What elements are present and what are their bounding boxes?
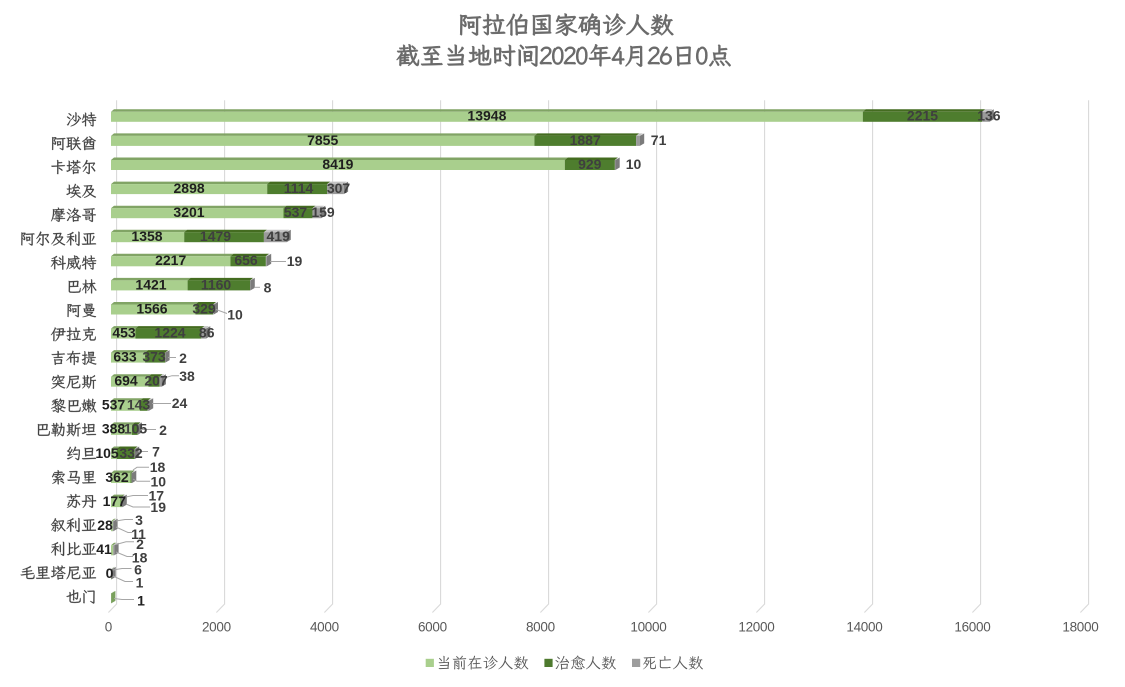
- svg-text:16000: 16000: [954, 620, 990, 635]
- svg-text:2: 2: [159, 422, 167, 438]
- svg-text:24: 24: [172, 395, 188, 411]
- svg-text:3: 3: [135, 512, 143, 528]
- svg-text:41: 41: [96, 541, 112, 557]
- svg-text:10: 10: [626, 156, 642, 172]
- svg-text:1: 1: [137, 592, 145, 608]
- svg-text:18: 18: [150, 459, 166, 475]
- svg-text:10000: 10000: [630, 620, 666, 635]
- svg-text:207: 207: [144, 373, 168, 389]
- svg-text:1479: 1479: [200, 228, 231, 244]
- svg-text:1887: 1887: [570, 132, 601, 148]
- svg-text:8000: 8000: [526, 620, 555, 635]
- svg-text:633: 633: [113, 349, 137, 365]
- svg-text:159: 159: [311, 204, 335, 220]
- svg-text:1114: 1114: [284, 180, 314, 196]
- svg-text:105: 105: [124, 421, 148, 437]
- svg-text:2215: 2215: [907, 108, 938, 124]
- svg-text:136: 136: [977, 108, 1001, 124]
- svg-text:10: 10: [151, 473, 167, 489]
- svg-text:2217: 2217: [155, 252, 186, 268]
- svg-text:329: 329: [192, 300, 216, 316]
- svg-text:105: 105: [95, 445, 119, 461]
- svg-text:332: 332: [119, 445, 143, 461]
- svg-text:19: 19: [287, 253, 303, 269]
- svg-text:2000: 2000: [202, 620, 231, 635]
- svg-text:143: 143: [127, 397, 151, 413]
- svg-text:0: 0: [106, 565, 114, 581]
- svg-text:13948: 13948: [467, 108, 506, 124]
- svg-text:71: 71: [651, 132, 667, 148]
- svg-text:1224: 1224: [154, 324, 185, 340]
- svg-text:1: 1: [136, 575, 144, 591]
- svg-text:453: 453: [112, 324, 136, 340]
- svg-text:694: 694: [114, 373, 138, 389]
- svg-text:18000: 18000: [1062, 620, 1098, 635]
- svg-text:2: 2: [179, 350, 187, 366]
- svg-text:6: 6: [134, 561, 142, 577]
- svg-text:373: 373: [142, 349, 166, 365]
- svg-text:307: 307: [327, 180, 351, 196]
- svg-text:17: 17: [149, 488, 165, 504]
- svg-text:1160: 1160: [201, 276, 232, 292]
- svg-text:4000: 4000: [310, 620, 339, 635]
- svg-text:14000: 14000: [846, 620, 882, 635]
- svg-text:3201: 3201: [173, 204, 204, 220]
- svg-text:2898: 2898: [174, 180, 205, 196]
- svg-text:537: 537: [102, 397, 126, 413]
- svg-text:1421: 1421: [135, 276, 166, 292]
- svg-text:18: 18: [132, 550, 148, 566]
- svg-text:0: 0: [105, 620, 112, 635]
- svg-text:1358: 1358: [131, 228, 162, 244]
- svg-text:177: 177: [103, 493, 127, 509]
- svg-text:388: 388: [102, 421, 126, 437]
- svg-text:8419: 8419: [322, 156, 353, 172]
- svg-text:537: 537: [284, 204, 308, 220]
- svg-text:10: 10: [227, 307, 243, 323]
- svg-text:19: 19: [150, 499, 166, 515]
- svg-text:1566: 1566: [136, 300, 167, 316]
- svg-text:419: 419: [267, 228, 291, 244]
- svg-text:6000: 6000: [418, 620, 447, 635]
- svg-text:8: 8: [264, 279, 272, 295]
- svg-text:929: 929: [578, 156, 602, 172]
- svg-text:7855: 7855: [307, 132, 338, 148]
- svg-text:362: 362: [105, 469, 129, 485]
- svg-text:7: 7: [152, 443, 160, 459]
- svg-text:38: 38: [179, 368, 195, 384]
- svg-text:28: 28: [97, 517, 113, 533]
- svg-text:12000: 12000: [738, 620, 774, 635]
- svg-text:656: 656: [234, 252, 258, 268]
- svg-text:11: 11: [131, 526, 146, 542]
- svg-text:86: 86: [199, 324, 215, 340]
- svg-text:2: 2: [136, 536, 144, 552]
